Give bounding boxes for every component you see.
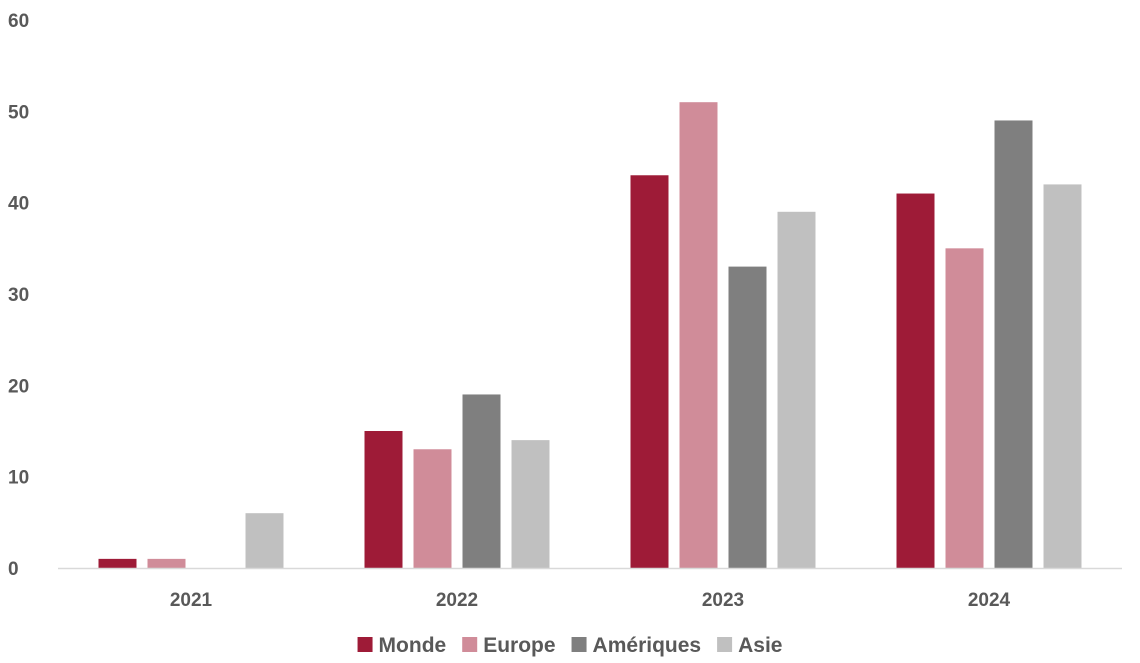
bar-asie-2022 [511,440,550,568]
bar-amériques-2023 [728,266,767,568]
bar-europe-2021 [147,558,186,568]
legend-swatch-europe [462,637,478,652]
legend-label-europe: Europe [483,634,555,657]
legend-swatch-amériques [571,637,587,652]
legend: Monde Europe Amériques Asie [357,634,782,657]
y-axis-labels: 0 10 20 30 40 50 60 [8,11,29,580]
bar-monde-2024 [896,193,935,569]
x-tick-label: 2022 [436,590,478,611]
bar-monde-2022 [364,431,403,568]
bar-europe-2024 [945,248,984,569]
y-tick-label: 40 [8,194,29,215]
x-tick-label: 2021 [170,590,213,611]
bar-monde-2021 [98,558,137,568]
x-tick-label: 2023 [702,590,744,611]
y-tick-label: 10 [8,468,29,489]
legend-label-monde: Monde [379,634,447,657]
bar-amériques-2024 [994,120,1033,568]
y-tick-label: 60 [8,11,29,32]
legend-swatch-asie [717,637,733,652]
x-axis-labels: 2021 2022 2023 2024 [170,590,1011,611]
y-tick-label: 50 [8,102,29,123]
legend-label-asie: Asie [738,634,782,657]
bar-europe-2023 [679,102,718,568]
y-tick-label: 20 [8,376,29,397]
bar-europe-2022 [413,449,452,568]
bar-amériques-2022 [462,394,501,568]
bar-asie-2021 [245,513,284,568]
bar-asie-2024 [1043,184,1082,568]
y-tick-label: 0 [8,559,19,580]
x-tick-label: 2024 [968,590,1011,611]
bar-monde-2023 [630,175,669,568]
legend-label-amériques: Amériques [593,634,702,657]
bar-asie-2023 [777,211,816,569]
legend-swatch-monde [357,637,373,652]
bars [98,102,1082,569]
y-tick-label: 30 [8,285,29,306]
